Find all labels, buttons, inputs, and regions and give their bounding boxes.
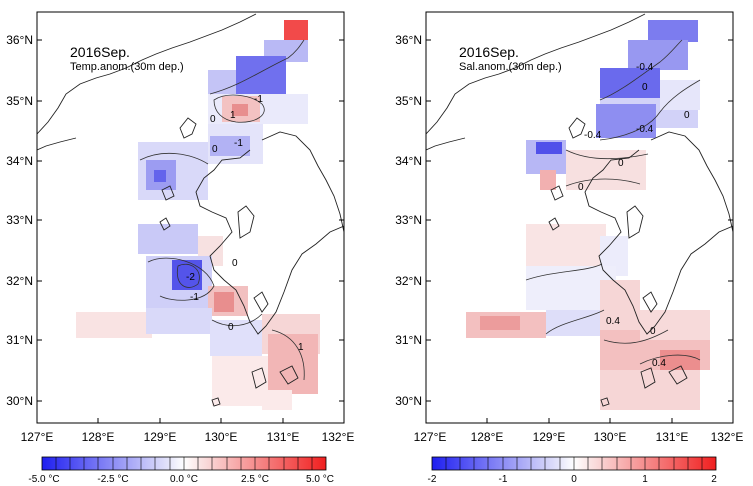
temp-contour-label: 1 [298, 342, 304, 353]
sal-lat-tick: 31°N [395, 333, 422, 347]
temp-map-panel: -1 0 1 -1 0 -2 -1 0 0 1 [6, 11, 355, 485]
sal-colorbar-label: 2 [711, 474, 717, 485]
sal-contour-label: 0 [684, 110, 690, 121]
sal-lat-tick: 36°N [395, 33, 422, 47]
temp-colorbar: -5.0 °C -2.5 °C 0.0 °C 2.5 °C 5.0 °C [28, 456, 334, 485]
sal-lat-tick: 30°N [395, 394, 422, 408]
sal-coastline [426, 13, 733, 407]
temp-colorbar-label: 0.0 °C [170, 474, 198, 485]
temp-colorbar-label: 2.5 °C [241, 474, 269, 485]
temp-map-frame [36, 11, 345, 424]
temp-lat-tick: 31°N [6, 333, 33, 347]
sal-map-frame [425, 11, 734, 424]
temp-contour-label: 0 [212, 144, 218, 155]
sal-title-line2: Sal.anom.(30m dep.) [459, 61, 562, 73]
sal-contour-label: -0.4 [584, 130, 602, 141]
sal-title-line1: 2016Sep. [459, 44, 519, 60]
sal-lat-tick: 32°N [395, 274, 422, 288]
sal-lon-tick: 132°E [711, 430, 744, 444]
sal-contour-label: 0 [650, 326, 656, 337]
sal-lon-tick: 130°E [594, 430, 627, 444]
temp-lat-tick: 33°N [6, 213, 33, 227]
temp-colorbar-label: 5.0 °C [306, 474, 334, 485]
temp-colorbar-label: -2.5 °C [97, 474, 128, 485]
sal-lon-tick: 127°E [414, 430, 447, 444]
temp-field: -1 0 1 -1 0 -2 -1 0 0 1 [37, 13, 344, 410]
sal-lon-tick: 128°E [471, 430, 504, 444]
temp-contour-label: 1 [230, 110, 236, 121]
sal-lat-tick: 33°N [395, 213, 422, 227]
sal-contour-label: -0.4 [636, 124, 654, 135]
temp-colorbar-label: -5.0 °C [28, 474, 59, 485]
temp-coastline [37, 13, 344, 407]
temp-contour-label: -2 [186, 272, 195, 283]
sal-colorbar-label: -2 [428, 474, 437, 485]
sal-colorbar-label: 0 [571, 474, 577, 485]
temp-contour-label: -1 [234, 138, 243, 149]
temp-lat-tick: 30°N [6, 394, 33, 408]
temp-contour-label: -1 [254, 94, 263, 105]
temp-contour-label: 0 [228, 322, 234, 333]
sal-contour-label: 0.4 [606, 316, 620, 327]
sal-contour-label: 0 [578, 182, 584, 193]
temp-contour-label: 0 [210, 114, 216, 125]
sal-contour-label: 0 [618, 158, 624, 169]
sal-lat-tick: 34°N [395, 154, 422, 168]
temp-lon-tick: 132°E [322, 430, 355, 444]
sal-map-panel: -0.4 0 -0.4 -0.4 0 0 0 0.4 0 0.4 [395, 11, 744, 485]
temp-lon-tick: 127°E [21, 430, 54, 444]
sal-contour-label: 0 [642, 82, 648, 93]
temp-lon-tick: 131°E [267, 430, 300, 444]
sal-lon-tick: 129°E [533, 430, 566, 444]
temp-lat-tick: 35°N [6, 94, 33, 108]
temp-lat-tick: 34°N [6, 154, 33, 168]
sal-field: -0.4 0 -0.4 -0.4 0 0 0 0.4 0 0.4 [426, 13, 733, 410]
temp-lat-tick: 36°N [6, 33, 33, 47]
sal-contour-label: 0.4 [652, 358, 666, 369]
temp-lon-tick: 128°E [82, 430, 115, 444]
sal-lat-tick: 35°N [395, 94, 422, 108]
sal-colorbar-label: -1 [499, 474, 508, 485]
temp-contour-label: 0 [232, 258, 238, 269]
sal-colorbar-label: 1 [642, 474, 648, 485]
sal-contour-label: -0.4 [636, 62, 654, 73]
temp-title-line1: 2016Sep. [70, 44, 130, 60]
temp-lon-tick: 129°E [144, 430, 177, 444]
temp-contour-label: -1 [190, 292, 199, 303]
sal-lon-tick: 131°E [656, 430, 689, 444]
temp-lon-tick: 130°E [205, 430, 238, 444]
sal-colorbar: -2 -1 0 1 2 [428, 456, 717, 485]
temp-lat-tick: 32°N [6, 274, 33, 288]
temp-title-line2: Temp.anom.(30m dep.) [70, 61, 184, 73]
